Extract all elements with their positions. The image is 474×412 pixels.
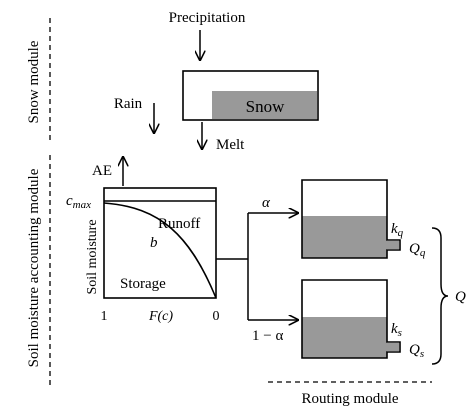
quick-reservoir-fill: [302, 216, 387, 258]
slow-outlet-fill: [387, 343, 399, 351]
cmax-label: cmax: [66, 193, 91, 211]
total-q-label: Q: [455, 289, 466, 305]
one-minus-alpha-label: 1 − α: [252, 328, 283, 344]
precipitation-label: Precipitation: [169, 10, 246, 26]
slow-reservoir-box: [301, 279, 401, 359]
qq-label: Qq: [409, 241, 426, 259]
total-flow-bracket: [431, 227, 449, 365]
soil-moisture-axis-label: Soil moisture: [85, 219, 100, 294]
storage-label: Storage: [120, 276, 166, 292]
snow-box: [182, 70, 319, 121]
snow-module-label: Snow module: [26, 40, 42, 123]
routing-module-label: Routing module: [301, 391, 398, 407]
melt-label: Melt: [216, 137, 245, 153]
ae-label: AE: [92, 163, 112, 179]
ks-label: ks: [391, 321, 402, 339]
fc-axis-label: F(c): [148, 309, 173, 324]
alpha-label: α: [262, 195, 271, 211]
runoff-label: Runoff: [158, 216, 200, 232]
x-axis-left-label: 1: [101, 309, 108, 324]
snow-label: Snow: [246, 97, 285, 116]
qs-label: Qs: [409, 342, 424, 360]
b-label: b: [150, 235, 158, 251]
snow-fill: [212, 91, 317, 119]
soil-storage-box: [103, 187, 217, 299]
slow-reservoir-fill: [302, 317, 387, 358]
runoff-curve: [103, 202, 217, 299]
quick-outlet-fill: [387, 241, 399, 249]
kq-label: kq: [391, 221, 404, 239]
rain-label: Rain: [114, 96, 143, 112]
quick-reservoir-box: [301, 179, 401, 259]
x-axis-right-label: 0: [213, 309, 220, 324]
soil-module-label: Soil moisture accounting module: [26, 168, 42, 367]
